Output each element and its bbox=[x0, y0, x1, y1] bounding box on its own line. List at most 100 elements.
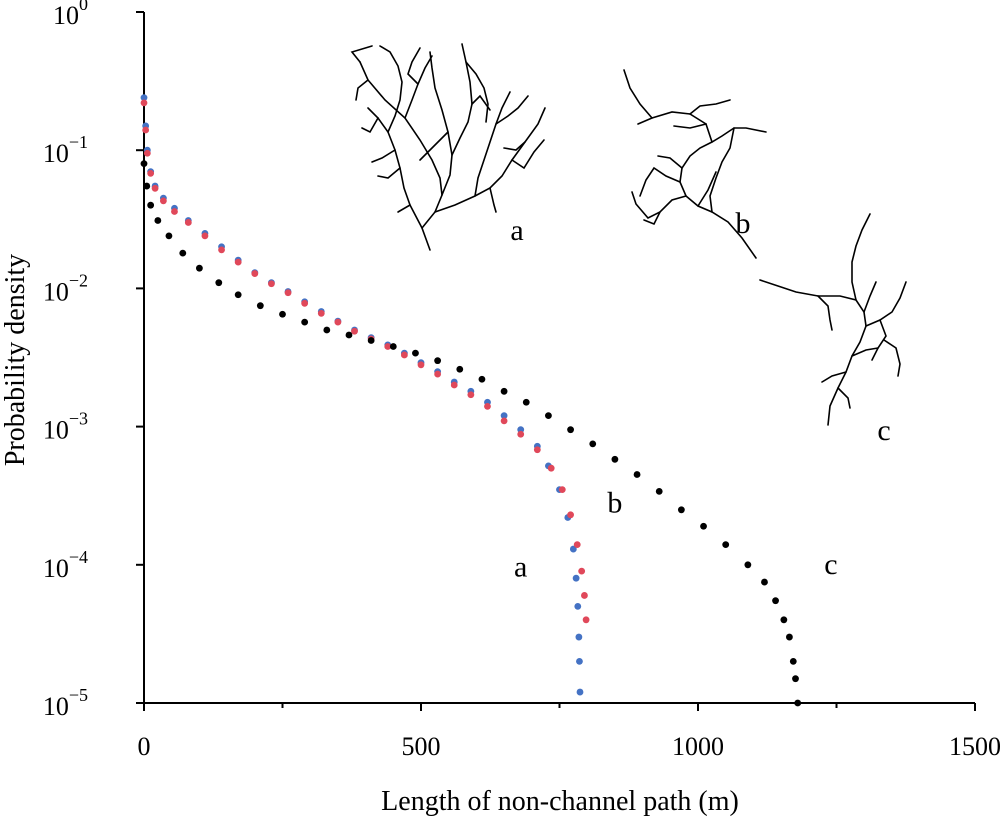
data-point-b bbox=[251, 270, 259, 277]
data-point-c bbox=[700, 522, 707, 530]
data-point-b bbox=[484, 403, 491, 410]
data-point-c bbox=[196, 264, 203, 272]
data-point-c bbox=[792, 675, 799, 683]
data-point-c bbox=[786, 633, 793, 641]
river-network-b bbox=[623, 69, 767, 259]
curve-label-c: c bbox=[824, 548, 837, 581]
data-point-b bbox=[500, 417, 508, 425]
data-point-b bbox=[234, 258, 242, 266]
data-point-c bbox=[234, 291, 242, 299]
data-point-b bbox=[417, 361, 425, 369]
data-point-b bbox=[268, 280, 275, 288]
data-point-a bbox=[576, 657, 583, 665]
data-point-c bbox=[611, 455, 619, 463]
data-point-b bbox=[434, 370, 442, 378]
data-point-b bbox=[159, 197, 167, 205]
data-point-a bbox=[572, 574, 580, 582]
data-point-b bbox=[334, 318, 342, 326]
data-point-c bbox=[567, 426, 574, 434]
curve-labels: a b c bbox=[514, 486, 838, 583]
data-point-b bbox=[301, 299, 309, 307]
data-point-c bbox=[772, 597, 779, 605]
network-labels: a b c bbox=[510, 207, 890, 447]
data-point-b bbox=[558, 486, 566, 494]
data-point-a bbox=[569, 545, 577, 553]
data-point-a bbox=[140, 94, 148, 102]
data-point-b bbox=[171, 208, 178, 215]
series-a bbox=[140, 94, 584, 696]
data-point-b bbox=[547, 464, 555, 472]
x-tick-label: 500 bbox=[402, 732, 441, 761]
data-point-b bbox=[450, 381, 458, 389]
data-point-c bbox=[412, 349, 419, 357]
data-point-c bbox=[165, 232, 173, 240]
data-point-c bbox=[367, 337, 375, 344]
data-point-b bbox=[201, 232, 209, 240]
data-point-c bbox=[545, 412, 552, 420]
data-point-b bbox=[218, 246, 225, 254]
y-tick-label: 10−2 bbox=[43, 270, 88, 306]
data-point-b bbox=[573, 541, 581, 549]
plot-area bbox=[140, 94, 802, 707]
data-point-c bbox=[744, 561, 752, 569]
data-point-b bbox=[517, 430, 525, 438]
axes bbox=[143, 12, 975, 704]
y-tick-label: 10−1 bbox=[43, 132, 88, 168]
data-point-c bbox=[655, 487, 663, 495]
data-point-c bbox=[722, 541, 730, 549]
data-point-c bbox=[500, 387, 508, 395]
data-point-c bbox=[522, 398, 530, 406]
x-tick-label: 1500 bbox=[949, 732, 1000, 761]
network-label-a: a bbox=[510, 214, 523, 247]
curve-label-b: b bbox=[607, 486, 622, 519]
data-point-c bbox=[478, 375, 486, 383]
curve-label-a: a bbox=[514, 551, 527, 584]
data-point-c bbox=[456, 365, 464, 373]
network-label-b: b bbox=[736, 207, 751, 240]
data-point-b bbox=[147, 169, 155, 177]
data-point-b bbox=[384, 343, 392, 350]
x-tick-label: 1000 bbox=[672, 732, 724, 761]
data-point-b bbox=[567, 511, 574, 519]
data-point-b bbox=[351, 327, 358, 335]
data-point-c bbox=[589, 440, 597, 448]
y-tick-label: 10−3 bbox=[43, 409, 88, 445]
series-b bbox=[140, 99, 590, 624]
river-network-a bbox=[350, 43, 546, 251]
data-point-a bbox=[576, 688, 584, 696]
y-tick-label: 10−5 bbox=[43, 685, 88, 721]
data-point-c bbox=[389, 343, 397, 350]
data-point-a bbox=[500, 412, 508, 420]
data-point-b bbox=[142, 126, 150, 134]
data-point-a bbox=[574, 603, 582, 610]
data-point-c bbox=[301, 318, 309, 326]
data-point-b bbox=[578, 567, 586, 575]
data-point-b bbox=[400, 351, 408, 359]
data-point-c bbox=[677, 506, 685, 514]
data-point-c bbox=[434, 357, 442, 365]
x-tick-label: 0 bbox=[138, 732, 151, 761]
data-point-c bbox=[143, 182, 151, 190]
data-point-c bbox=[256, 302, 264, 310]
x-axis-title: Length of non-channel path (m) bbox=[381, 786, 739, 817]
data-point-c bbox=[179, 249, 187, 257]
data-point-b bbox=[284, 289, 292, 297]
data-point-c bbox=[154, 217, 162, 224]
data-point-c bbox=[761, 578, 768, 586]
river-network-c bbox=[759, 213, 907, 426]
data-point-b bbox=[184, 219, 192, 226]
data-point-a bbox=[575, 633, 583, 641]
data-point-c bbox=[789, 657, 797, 665]
data-point-b bbox=[140, 99, 148, 107]
data-point-c bbox=[794, 699, 802, 707]
data-point-c bbox=[279, 310, 286, 318]
y-tick-label: 10−4 bbox=[43, 547, 88, 583]
data-point-b bbox=[467, 391, 475, 399]
data-point-b bbox=[582, 616, 590, 624]
data-point-c bbox=[633, 471, 641, 478]
y-tick-label: 100 bbox=[53, 0, 88, 30]
data-point-b bbox=[581, 592, 588, 599]
data-point-b bbox=[151, 184, 159, 192]
data-point-c bbox=[147, 201, 155, 209]
